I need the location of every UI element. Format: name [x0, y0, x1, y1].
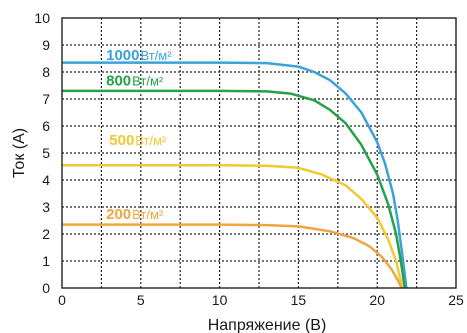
y-tick-label: 0: [42, 280, 50, 296]
x-tick-label: 15: [291, 292, 307, 308]
y-tick-label: 9: [42, 37, 50, 53]
curves: [62, 61, 408, 289]
y-tick-label: 3: [42, 199, 50, 215]
y-tick-labels: 0 1 2 3 4 5 6 7 8 9 10: [34, 10, 50, 296]
series-label-unit: Вт/м²: [132, 74, 164, 89]
y-tick-label: 5: [42, 145, 50, 161]
series-label-value: 200: [106, 206, 131, 223]
x-tick-label: 0: [58, 292, 66, 308]
series-label: 1000Вт/м²: [106, 47, 172, 64]
series-label-unit: Вт/м²: [132, 207, 164, 222]
series-label-value: 1000: [106, 47, 139, 64]
y-tick-label: 7: [42, 91, 50, 107]
y-tick-label: 4: [42, 172, 50, 188]
series-line: [62, 223, 403, 289]
y-tick-label: 1: [42, 253, 50, 269]
series-label: 500Вт/м²: [109, 132, 167, 149]
series-label-unit: Вт/м²: [141, 48, 173, 63]
series-line: [62, 163, 404, 289]
x-tick-label: 20: [369, 292, 385, 308]
plot-frame: [61, 17, 457, 289]
x-tick-label: 10: [212, 292, 228, 308]
series-label: 200Вт/м²: [106, 206, 164, 223]
y-axis-title: Ток (А): [11, 128, 28, 178]
y-tick-label: 10: [34, 10, 50, 26]
y-tick-label: 8: [42, 64, 50, 80]
series-line: [62, 89, 407, 289]
series-label-unit: Вт/м²: [135, 133, 167, 148]
x-tick-labels: 0 5 10 15 20 25: [58, 292, 464, 308]
y-tick-label: 6: [42, 118, 50, 134]
y-tick-label: 2: [42, 226, 50, 242]
series-label-value: 800: [106, 73, 131, 90]
series-label-value: 500: [109, 132, 134, 149]
x-axis-title: Напряжение (В): [208, 317, 327, 333]
x-tick-label: 25: [448, 292, 464, 308]
series-label: 800Вт/м²: [106, 73, 164, 90]
x-tick-label: 5: [137, 292, 145, 308]
series-line: [62, 61, 408, 289]
